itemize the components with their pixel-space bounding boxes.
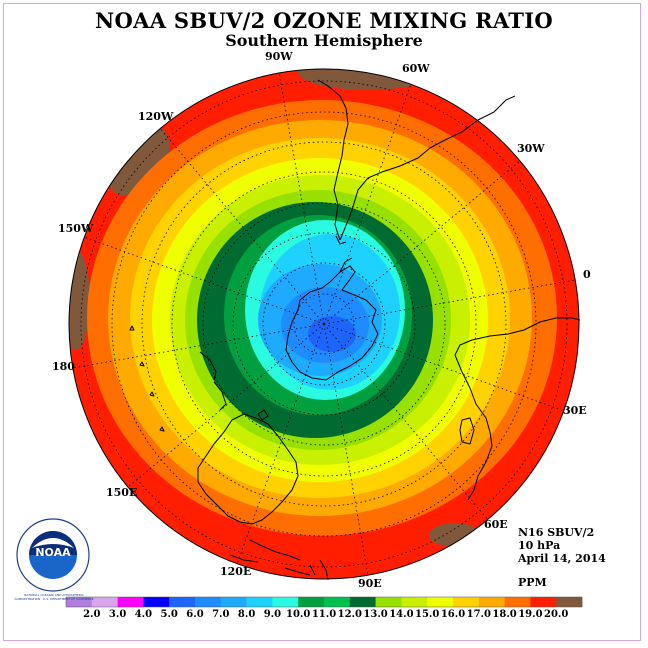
south-america-coast (317, 79, 516, 241)
colorbar-tick-label: 11.0 (311, 609, 337, 620)
coastlines (129, 79, 581, 581)
unit-label: PPM (518, 576, 547, 589)
noaa-logo-ring-text: NATIONAL OCEANIC AND ATMOSPHERIC ADMINIS… (14, 593, 94, 601)
colorbar-tick-label: 9.0 (263, 609, 282, 620)
ozone-20-region (69, 250, 90, 350)
image-frame (3, 3, 641, 641)
colorbar (65, 596, 583, 608)
colorbar-swatch (272, 597, 299, 607)
colorbar-tick-label: 3.0 (108, 609, 127, 620)
colorbar-swatch (453, 597, 480, 607)
lon-label-120w: 120W (138, 110, 174, 123)
colorbar-tick-label: 2.0 (83, 609, 101, 620)
colorbar-swatch (143, 597, 170, 607)
colorbar-swatch (298, 597, 325, 607)
colorbar-swatch (349, 597, 376, 607)
colorbar-tick-label: 5.0 (160, 609, 178, 620)
colorbar-swatch (530, 597, 557, 607)
colorbar-tick-label: 14.0 (389, 609, 414, 620)
lon-label-150w: 150W (58, 222, 94, 235)
colorbar-tick-label: 20.0 (544, 609, 569, 620)
colorbar-tick-label: 10.0 (286, 609, 311, 620)
new-zealand-coast (199, 351, 227, 411)
colorbar-tick-label: 7.0 (212, 609, 230, 620)
lon-label-90w: 90W (265, 50, 293, 63)
colorbar-swatch (246, 597, 273, 607)
colorbar-tick-label: 13.0 (363, 609, 388, 620)
colorbar-swatch (401, 597, 428, 607)
noaa-logo-text: NOAA (35, 546, 71, 559)
colorbar-tick-label: 19.0 (518, 609, 543, 620)
colorbar-tick-label: 15.0 (415, 609, 440, 620)
noaa-logo (16, 518, 90, 592)
ozone-field (69, 69, 579, 579)
colorbar-tick-label: 18.0 (492, 609, 517, 620)
colorbar-swatch (504, 597, 531, 607)
lon-label-30w: 30W (517, 142, 545, 155)
colorbar-swatch (220, 597, 247, 607)
colorbar-outline (65, 596, 583, 608)
colorbar-swatch (117, 597, 144, 607)
lon-label-30e: 30E (563, 404, 587, 417)
africa-coast (454, 317, 581, 501)
colorbar-swatch (91, 597, 118, 607)
colorbar-tick-label: 4.0 (134, 609, 153, 620)
colorbar-tick-label: 16.0 (440, 609, 466, 620)
antarctica-coast (285, 265, 379, 381)
australia-coast (197, 413, 299, 525)
lon-label-60e: 60E (484, 518, 508, 531)
colorbar-swatch (195, 597, 222, 607)
colorbar-swatch (478, 597, 505, 607)
satellite-label: N16 SBUV/2 (518, 526, 595, 539)
ozone-20-region (429, 523, 481, 547)
colorbar-swatch (324, 597, 351, 607)
globe-outline (68, 68, 580, 580)
colorbar-swatch (556, 597, 583, 607)
colorbar-tick-label: 12.0 (337, 609, 362, 620)
colorbar-tick-label: 8.0 (237, 609, 256, 620)
colorbar-swatch (66, 597, 93, 607)
colorbar-tick-label: 17.0 (466, 609, 491, 620)
pressure-level-label: 10 hPa (518, 539, 561, 552)
map-subtitle: Southern Hemisphere (225, 31, 423, 50)
date-label: April 14, 2014 (518, 552, 606, 565)
lon-label-150e: 150E (106, 486, 138, 499)
map-title: NOAA SBUV/2 OZONE MIXING RATIO (95, 8, 553, 33)
colorbar-swatch (427, 597, 454, 607)
colorbar-tick-label: 6.0 (186, 609, 204, 620)
colorbar-swatch (375, 597, 402, 607)
lon-label-120e: 120E (220, 565, 252, 578)
lon-label-0: 0 (583, 268, 591, 281)
colorbar-swatch (169, 597, 196, 607)
lon-label-60w: 60W (402, 62, 430, 75)
lon-label-90e: 90E (358, 577, 382, 590)
lon-label-180: 180 (52, 360, 75, 373)
